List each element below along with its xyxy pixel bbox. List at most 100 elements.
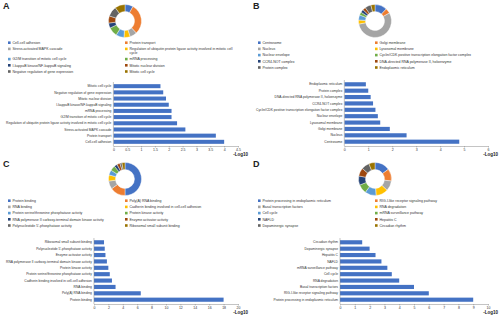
x-tick-label: 4 (224, 148, 226, 152)
donut-slice (122, 163, 125, 170)
x-tick: 0 (344, 146, 346, 152)
legend-label: Golgi membrane (380, 41, 406, 45)
legend-label: RNA polymerase II carboxy-terminal domai… (13, 218, 104, 222)
x-tick-label: 8 (458, 306, 460, 310)
donut (109, 5, 142, 38)
bar (113, 134, 215, 138)
x-tick: 18 (222, 304, 226, 310)
legend-swatch (375, 54, 378, 57)
legend-label: Dopaminergic synapse (263, 224, 299, 228)
legend-swatch (125, 58, 128, 61)
category-label: Golgi membrane (318, 127, 343, 131)
x-tick: 0 (93, 304, 95, 310)
category-label: Cell cycle (324, 272, 338, 276)
legend-swatch (8, 70, 11, 73)
x-tick: 3 (196, 146, 198, 152)
x-tick-label: 3.5 (208, 148, 213, 152)
x-tick: 5 (464, 146, 466, 152)
legend-label: Cyclin/CDK positive transcription elonga… (380, 53, 472, 57)
bar (113, 127, 185, 131)
x-tick: 5 (414, 304, 416, 310)
x-tick-label: 2 (108, 306, 110, 310)
legend-label: G2/M transition of mitotic cell cycle (13, 57, 67, 61)
x-tick: 0 (113, 146, 115, 152)
category-label: Cell-cell adhesion (85, 140, 111, 144)
x-tick-label: 8 (151, 306, 153, 310)
legend-swatch (375, 41, 378, 44)
x-tick-label: 0 (93, 306, 95, 310)
legend-swatch (8, 224, 11, 227)
legend-label: RIG-I-like receptor signaling pathway (380, 199, 438, 203)
x-axis-line (94, 304, 238, 305)
legend-swatch (375, 224, 378, 227)
legend-swatch (375, 206, 378, 209)
category-label: Negative regulation of gene expression (54, 91, 111, 95)
category-labels: CentrosomeNucleusGolgi membraneLysosomal… (256, 82, 343, 143)
donut-slice (125, 163, 142, 196)
bar (94, 278, 112, 282)
legend-swatch (125, 70, 128, 73)
category-label: RNA degradation (313, 279, 338, 283)
legend-label: Nuclear envelope (263, 53, 290, 57)
x-tick-label: 0 (344, 148, 346, 152)
bar (340, 266, 387, 270)
donut-slice (115, 5, 125, 14)
category-label: Ribosomal small subunit binding (45, 240, 92, 244)
bar (340, 259, 381, 263)
category-label: RIG-I-like receptor signaling pathway (284, 291, 338, 295)
category-label: CCR4-NOT complex (312, 102, 343, 106)
panel-title: C (3, 159, 10, 169)
x-axis-title: -Log10 (483, 152, 498, 157)
donut-slice (124, 30, 130, 37)
x-tick-label: 7 (443, 306, 445, 310)
legend-swatch (258, 199, 261, 202)
legend-swatch (258, 212, 261, 215)
donut-slice (359, 13, 392, 37)
legend-label: RNA binding (13, 205, 33, 209)
bar (344, 89, 368, 93)
category-label: Dopaminergic synapse (304, 247, 338, 251)
bars (344, 82, 459, 144)
legend-label: Enzyme activator activity (130, 218, 169, 222)
bar (113, 90, 163, 94)
legend-label: Mitotic nuclear division (130, 64, 165, 68)
bars (113, 84, 224, 144)
donut-slice (359, 20, 366, 24)
donut-slice (369, 163, 375, 171)
bar (94, 266, 108, 270)
bar (94, 285, 116, 289)
legend: CentrosomeGolgi membraneNucleusLysosomal… (258, 41, 471, 70)
x-tick-label: 2 (369, 306, 371, 310)
category-label: Nuclear envelope (317, 114, 343, 118)
category-label: Circadian rhythm (313, 240, 338, 244)
x-tick-label: 4 (440, 148, 442, 152)
x-axis-line (114, 146, 239, 147)
x-tick-label: 16 (208, 306, 212, 310)
category-label: RNA polymerase II carboxy-terminal domai… (6, 260, 92, 264)
x-tick: 4 (224, 146, 226, 152)
category-label: Centrosome (324, 140, 342, 144)
legend-label: Lysosomal membrane (380, 47, 414, 51)
panel: CProtein bindingPoly(A) RNA bindingRNA b… (3, 159, 248, 315)
legend-label: Cadherin binding involved in cell-cell a… (130, 205, 202, 209)
category-label: NAFLD (327, 260, 338, 264)
legend-label: Ribosomal small subunit binding (130, 224, 180, 228)
bar (340, 278, 399, 282)
category-label: Lysosomal membrane (310, 121, 342, 125)
bar (344, 120, 380, 124)
legend-label: CCR4-NOT complex (263, 60, 295, 64)
legend-label: Protein processing in endoplasmic reticu… (263, 199, 332, 203)
legend-swatch (8, 206, 11, 209)
x-tick: 4 (122, 304, 124, 310)
category-labels: Protein processing in endoplasmic reticu… (273, 240, 338, 301)
legend-label: DNA-directed RNA polymerase II, holoenzy… (380, 60, 452, 64)
category-labels: Cell-cell adhesionProtein transportStres… (6, 84, 112, 144)
x-tick-label: 3 (416, 148, 418, 152)
x-tick: 1 (141, 146, 143, 152)
x-tick: 2 (392, 146, 394, 152)
category-label: Protein processing in endoplasmic reticu… (273, 298, 338, 302)
category-label: Basal transcription factors (300, 285, 338, 289)
bar (344, 140, 459, 144)
x-tick-label: 4 (399, 306, 401, 310)
category-label: mRNA surveillance pathway (297, 266, 338, 270)
